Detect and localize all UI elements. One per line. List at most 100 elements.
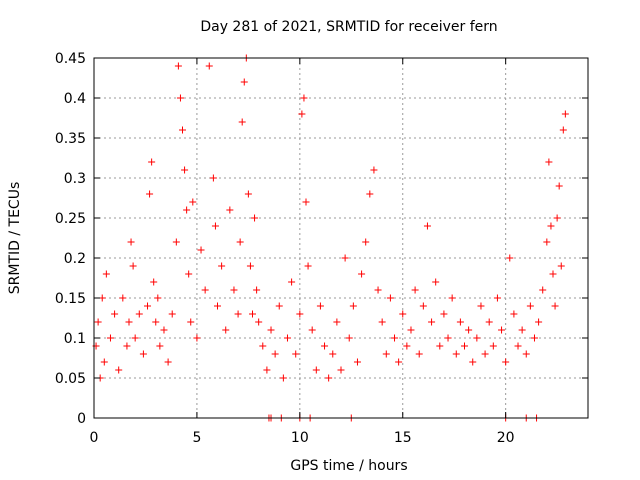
- data-point: [428, 318, 436, 326]
- data-point: [185, 270, 193, 278]
- data-point: [174, 62, 182, 70]
- data-point: [146, 190, 154, 198]
- data-point: [553, 214, 561, 222]
- data-point: [502, 358, 510, 366]
- data-point: [477, 302, 485, 310]
- data-point: [461, 342, 468, 350]
- data-point: [111, 310, 119, 318]
- data-point: [522, 350, 530, 358]
- data-point: [395, 358, 403, 366]
- data-point: [164, 358, 172, 366]
- data-point: [230, 286, 238, 294]
- x-tick-label: 20: [497, 430, 515, 446]
- data-point: [172, 238, 180, 246]
- data-point: [263, 366, 271, 374]
- data-point: [535, 318, 543, 326]
- data-point: [345, 334, 353, 342]
- x-tick-label: 5: [192, 430, 201, 446]
- data-point: [555, 182, 563, 190]
- data-point: [341, 254, 349, 262]
- data-point: [316, 302, 324, 310]
- data-point: [255, 318, 263, 326]
- data-point: [473, 334, 481, 342]
- data-point: [321, 342, 329, 350]
- data-point: [312, 366, 320, 374]
- data-point: [337, 366, 345, 374]
- data-point: [129, 262, 137, 270]
- data-point: [374, 286, 382, 294]
- data-point: [493, 294, 501, 302]
- data-point: [131, 334, 139, 342]
- data-point: [279, 374, 287, 382]
- data-point: [100, 358, 108, 366]
- data-point: [222, 326, 230, 334]
- data-point: [432, 278, 440, 286]
- data-point: [543, 238, 551, 246]
- data-point: [152, 318, 160, 326]
- data-point: [407, 326, 415, 334]
- data-point: [296, 310, 304, 318]
- data-point: [240, 78, 248, 86]
- data-point: [144, 302, 152, 310]
- data-point: [530, 334, 538, 342]
- data-point: [115, 366, 123, 374]
- data-point: [168, 310, 176, 318]
- data-point: [514, 342, 522, 350]
- data-point: [150, 278, 158, 286]
- y-tick-label: 0.15: [55, 291, 86, 307]
- data-point: [518, 326, 526, 334]
- y-tick-label: 0.2: [64, 251, 86, 267]
- data-point: [551, 302, 559, 310]
- data-point: [187, 318, 195, 326]
- data-point: [419, 302, 427, 310]
- data-point: [308, 326, 316, 334]
- data-point: [205, 62, 213, 70]
- data-point: [211, 222, 219, 230]
- data-point: [197, 246, 205, 254]
- data-point: [267, 326, 275, 334]
- data-point: [160, 326, 168, 334]
- y-tick-label: 0.45: [55, 51, 86, 67]
- data-point: [358, 270, 366, 278]
- y-tick-label: 0: [77, 411, 86, 427]
- data-point: [353, 358, 361, 366]
- data-point: [148, 158, 156, 166]
- x-tick-label: 0: [90, 430, 99, 446]
- data-point: [440, 310, 448, 318]
- data-point: [302, 198, 310, 206]
- data-point: [236, 238, 244, 246]
- data-point: [526, 302, 534, 310]
- data-point: [545, 158, 553, 166]
- data-point: [411, 286, 419, 294]
- data-point: [362, 238, 370, 246]
- data-point: [292, 350, 300, 358]
- data-point: [448, 294, 456, 302]
- data-point: [156, 342, 164, 350]
- data-point: [452, 350, 460, 358]
- data-point: [226, 206, 234, 214]
- y-tick-label: 0.35: [55, 131, 86, 147]
- y-axis-title: SRMTID / TECUs: [7, 182, 23, 295]
- data-point: [391, 334, 399, 342]
- data-point: [119, 294, 127, 302]
- data-point: [349, 302, 357, 310]
- data-point: [557, 262, 565, 270]
- data-point: [436, 342, 444, 350]
- data-point: [489, 342, 497, 350]
- data-point: [382, 350, 390, 358]
- data-point: [399, 310, 407, 318]
- data-point: [481, 350, 489, 358]
- y-tick-label: 0.1: [64, 331, 86, 347]
- y-tick-label: 0.3: [64, 171, 86, 187]
- data-point: [444, 334, 452, 342]
- data-point: [275, 302, 283, 310]
- data-point: [209, 174, 217, 182]
- y-tick-label: 0.05: [55, 371, 86, 387]
- y-tick-label: 0.25: [55, 211, 86, 227]
- data-point: [378, 318, 386, 326]
- data-point: [189, 198, 197, 206]
- data-point: [549, 270, 557, 278]
- plot-frame: [93, 57, 589, 419]
- data-point: [127, 238, 135, 246]
